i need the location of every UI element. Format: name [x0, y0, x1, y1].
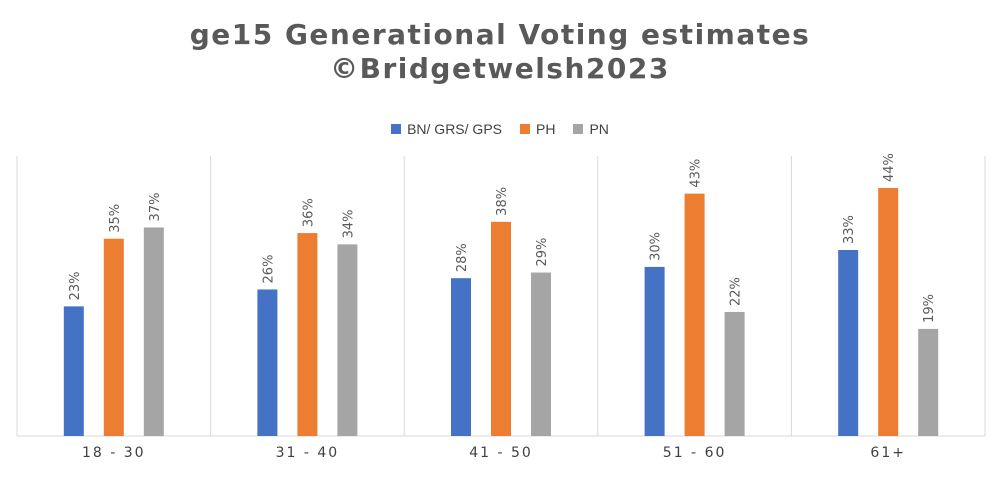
data-label: 36% — [301, 198, 316, 227]
bar-bn-grs-gps-4 — [838, 250, 859, 436]
data-label: 28% — [455, 243, 470, 272]
x-tick-label: 18 - 30 — [82, 445, 146, 461]
chart-title-line1: ge15 Generational Voting estimates — [189, 18, 811, 51]
bar-bn-grs-gps-1 — [257, 289, 278, 436]
x-tick-label: 61+ — [870, 445, 906, 461]
x-tick-label: 31 - 40 — [276, 445, 340, 461]
legend-swatch-ph — [520, 124, 530, 134]
chart-title: ge15 Generational Voting estimates ©Brid… — [0, 18, 1000, 86]
legend-swatch-pn — [573, 124, 584, 134]
x-tick-label: 41 - 50 — [469, 445, 533, 461]
data-label: 33% — [842, 215, 857, 244]
legend: BN/ GRS/ GPS PH PN — [0, 121, 1000, 137]
legend-label-bn: BN/ GRS/ GPS — [407, 121, 502, 137]
bar-pn-3 — [724, 312, 745, 436]
data-label: 26% — [261, 255, 276, 284]
legend-item-ph: PH — [520, 121, 555, 137]
bar-bn-grs-gps-2 — [451, 278, 471, 436]
bar-ph-2 — [491, 221, 511, 436]
bar-pn-2 — [531, 272, 551, 436]
data-label: 23% — [68, 271, 83, 300]
data-label: 37% — [148, 193, 163, 222]
legend-item-pn: PN — [573, 121, 609, 137]
bar-ph-1 — [297, 233, 318, 436]
data-label: 22% — [729, 277, 744, 306]
data-label: 43% — [689, 159, 704, 188]
data-label: 34% — [341, 209, 356, 238]
data-label: 19% — [922, 294, 937, 323]
bar-ph-4 — [878, 188, 899, 436]
data-label: 44% — [882, 153, 897, 182]
bar-pn-4 — [918, 328, 939, 436]
data-label: 29% — [535, 238, 550, 267]
bar-pn-1 — [337, 244, 358, 436]
data-label: 38% — [495, 187, 510, 216]
bar-ph-0 — [103, 238, 124, 436]
data-label: 35% — [108, 204, 123, 233]
legend-swatch-bn — [391, 124, 402, 134]
chart-title-line2: ©Bridgetwelsh2023 — [330, 52, 670, 85]
bar-pn-0 — [143, 227, 164, 436]
bar-bn-grs-gps-0 — [63, 306, 84, 436]
legend-label-ph: PH — [536, 121, 556, 137]
x-tick-label: 51 - 60 — [663, 445, 727, 461]
data-label: 30% — [649, 232, 664, 261]
bar-bn-grs-gps-3 — [644, 266, 665, 436]
legend-item-bn: BN/ GRS/ GPS — [391, 121, 502, 137]
legend-label-pn: PN — [589, 121, 609, 137]
bar-ph-3 — [684, 193, 705, 436]
